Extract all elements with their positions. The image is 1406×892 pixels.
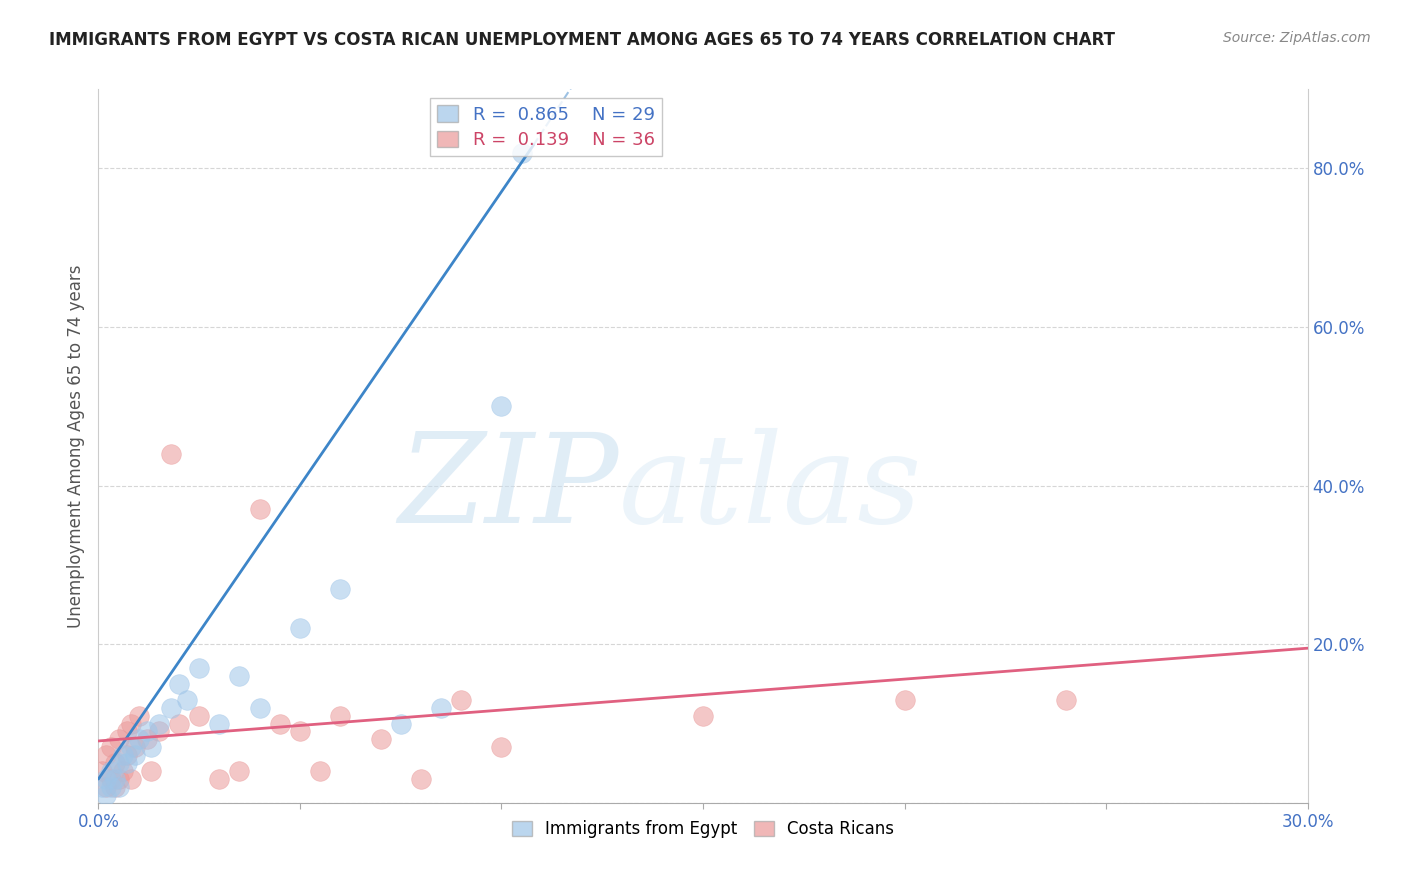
- Y-axis label: Unemployment Among Ages 65 to 74 years: Unemployment Among Ages 65 to 74 years: [66, 264, 84, 628]
- Point: [111, 748, 134, 763]
- Point: [692, 708, 714, 723]
- Point: [107, 732, 129, 747]
- Point: [124, 740, 146, 755]
- Point: [430, 700, 453, 714]
- Point: [100, 740, 122, 755]
- Point: [107, 756, 129, 771]
- Text: Source: ZipAtlas.com: Source: ZipAtlas.com: [1223, 31, 1371, 45]
- Point: [370, 732, 392, 747]
- Text: ZIP: ZIP: [398, 428, 619, 549]
- Point: [128, 708, 150, 723]
- Point: [329, 582, 352, 596]
- Text: IMMIGRANTS FROM EGYPT VS COSTA RICAN UNEMPLOYMENT AMONG AGES 65 TO 74 YEARS CORR: IMMIGRANTS FROM EGYPT VS COSTA RICAN UNE…: [49, 31, 1115, 49]
- Point: [188, 661, 211, 675]
- Point: [249, 502, 271, 516]
- Point: [176, 692, 198, 706]
- Point: [893, 692, 915, 706]
- Point: [107, 772, 129, 786]
- Point: [167, 716, 190, 731]
- Point: [139, 764, 162, 778]
- Point: [100, 764, 122, 778]
- Point: [96, 780, 118, 794]
- Point: [100, 780, 122, 794]
- Point: [91, 780, 114, 794]
- Point: [115, 724, 138, 739]
- Point: [167, 677, 190, 691]
- Point: [124, 748, 146, 763]
- Point: [96, 748, 118, 763]
- Point: [288, 621, 311, 635]
- Point: [491, 400, 513, 414]
- Point: [115, 756, 138, 771]
- Point: [228, 669, 250, 683]
- Point: [288, 724, 311, 739]
- Point: [160, 700, 183, 714]
- Point: [228, 764, 250, 778]
- Point: [188, 708, 211, 723]
- Point: [107, 780, 129, 794]
- Point: [139, 740, 162, 755]
- Point: [120, 716, 142, 731]
- Point: [160, 447, 183, 461]
- Point: [208, 716, 231, 731]
- Point: [409, 772, 432, 786]
- Point: [120, 740, 142, 755]
- Point: [148, 724, 170, 739]
- Point: [249, 700, 271, 714]
- Point: [135, 724, 157, 739]
- Point: [389, 716, 412, 731]
- Point: [491, 740, 513, 755]
- Point: [96, 788, 118, 802]
- Point: [115, 748, 138, 763]
- Point: [96, 772, 118, 786]
- Point: [120, 772, 142, 786]
- Point: [103, 756, 125, 771]
- Point: [510, 145, 533, 160]
- Point: [148, 716, 170, 731]
- Point: [111, 764, 134, 778]
- Point: [269, 716, 291, 731]
- Point: [91, 764, 114, 778]
- Text: atlas: atlas: [619, 428, 922, 549]
- Legend: Immigrants from Egypt, Costa Ricans: Immigrants from Egypt, Costa Ricans: [505, 814, 901, 845]
- Point: [103, 772, 125, 786]
- Point: [1054, 692, 1077, 706]
- Point: [309, 764, 332, 778]
- Point: [208, 772, 231, 786]
- Point: [100, 772, 122, 786]
- Point: [329, 708, 352, 723]
- Point: [103, 780, 125, 794]
- Point: [128, 732, 150, 747]
- Point: [135, 732, 157, 747]
- Point: [450, 692, 472, 706]
